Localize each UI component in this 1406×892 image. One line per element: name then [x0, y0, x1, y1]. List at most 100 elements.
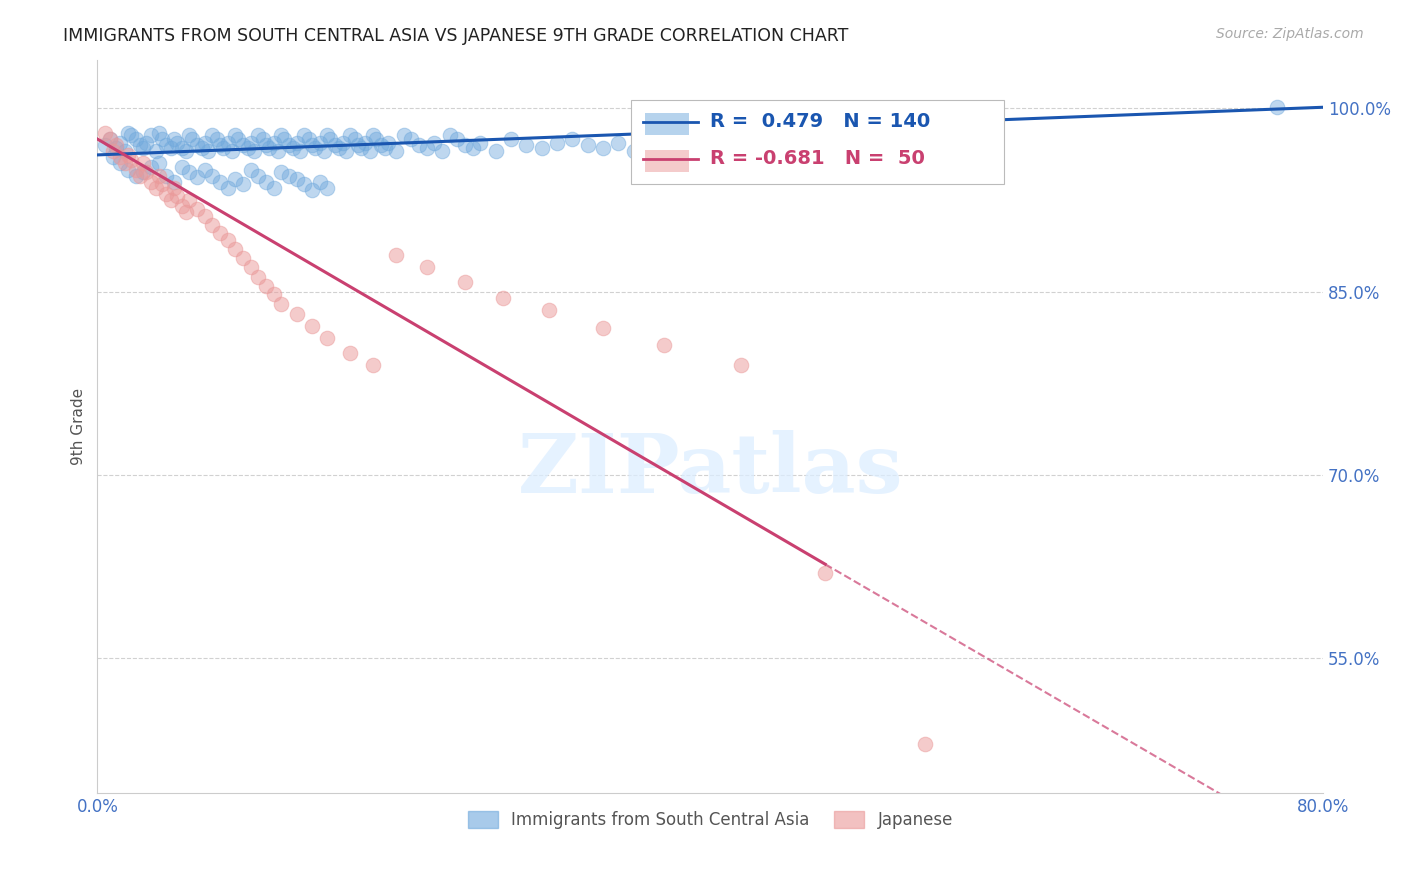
Point — [232, 251, 254, 265]
Point — [354, 136, 377, 150]
Point — [301, 318, 323, 333]
Point — [270, 128, 292, 143]
Point — [217, 234, 239, 248]
Point — [499, 132, 522, 146]
Point — [221, 145, 243, 159]
Point — [205, 132, 228, 146]
Point — [461, 140, 484, 154]
Point — [170, 140, 193, 154]
Point — [257, 140, 280, 154]
Point — [288, 145, 311, 159]
Point — [129, 169, 152, 183]
Point — [145, 181, 167, 195]
Point — [208, 226, 231, 240]
Point — [120, 128, 142, 143]
Point — [370, 138, 392, 153]
Point — [124, 132, 146, 146]
Point — [208, 175, 231, 189]
Point — [179, 128, 201, 143]
Point — [139, 128, 162, 143]
Point — [120, 153, 142, 167]
Point — [148, 169, 170, 183]
Point — [104, 140, 127, 154]
Point — [263, 181, 285, 195]
Point — [304, 140, 326, 154]
Point — [377, 136, 399, 150]
Point — [914, 737, 936, 751]
Point — [359, 145, 381, 159]
Point — [98, 132, 121, 146]
Point — [308, 175, 330, 189]
Text: Source: ZipAtlas.com: Source: ZipAtlas.com — [1216, 27, 1364, 41]
Point — [155, 186, 177, 201]
Point — [179, 193, 201, 207]
Point — [470, 136, 492, 150]
Point — [194, 209, 217, 223]
Point — [163, 132, 186, 146]
Point — [814, 136, 837, 150]
Point — [546, 136, 568, 150]
Point — [124, 169, 146, 183]
Point — [335, 145, 357, 159]
Point — [208, 138, 231, 153]
Point — [316, 331, 339, 345]
Point — [439, 128, 461, 143]
Point — [316, 181, 339, 195]
Point — [652, 338, 675, 352]
Point — [446, 132, 468, 146]
Point — [292, 178, 315, 192]
Point — [170, 199, 193, 213]
Point — [155, 138, 177, 153]
Point — [607, 136, 630, 150]
Point — [515, 138, 537, 153]
Point — [110, 156, 132, 170]
Point — [239, 162, 262, 177]
Point — [530, 140, 553, 154]
Point — [485, 145, 508, 159]
Text: R =  0.479   N = 140: R = 0.479 N = 140 — [710, 112, 931, 131]
Point — [212, 140, 235, 154]
Point — [236, 140, 259, 154]
Point — [416, 260, 439, 275]
Point — [361, 358, 384, 372]
Point — [301, 183, 323, 197]
Point — [347, 138, 370, 153]
Point — [392, 128, 415, 143]
Point — [110, 150, 132, 164]
Point — [132, 165, 155, 179]
Point — [160, 140, 183, 154]
Point — [576, 138, 599, 153]
Point — [132, 140, 155, 154]
Point — [814, 566, 837, 580]
Text: IMMIGRANTS FROM SOUTH CENTRAL ASIA VS JAPANESE 9TH GRADE CORRELATION CHART: IMMIGRANTS FROM SOUTH CENTRAL ASIA VS JA… — [63, 27, 849, 45]
Point — [129, 138, 152, 153]
Point — [254, 278, 277, 293]
Point — [101, 145, 124, 159]
Point — [339, 128, 361, 143]
Text: ZIPatlas: ZIPatlas — [517, 430, 903, 510]
Point — [110, 136, 132, 150]
Point — [301, 138, 323, 153]
Point — [166, 189, 188, 203]
Point — [224, 242, 246, 256]
Point — [454, 138, 477, 153]
Point — [883, 145, 905, 159]
Point — [186, 169, 208, 184]
Point — [270, 165, 292, 179]
Point — [201, 169, 224, 183]
Point — [181, 132, 204, 146]
Point — [837, 145, 859, 159]
Point — [730, 358, 752, 372]
Point — [186, 202, 208, 216]
Point — [197, 145, 219, 159]
Point — [114, 145, 136, 159]
Point — [267, 145, 290, 159]
Point — [314, 145, 336, 159]
Point — [132, 156, 155, 170]
Point — [124, 162, 146, 177]
Point — [792, 140, 814, 154]
Point — [323, 138, 346, 153]
Point — [104, 138, 127, 153]
Point — [285, 136, 308, 150]
Point — [101, 150, 124, 164]
